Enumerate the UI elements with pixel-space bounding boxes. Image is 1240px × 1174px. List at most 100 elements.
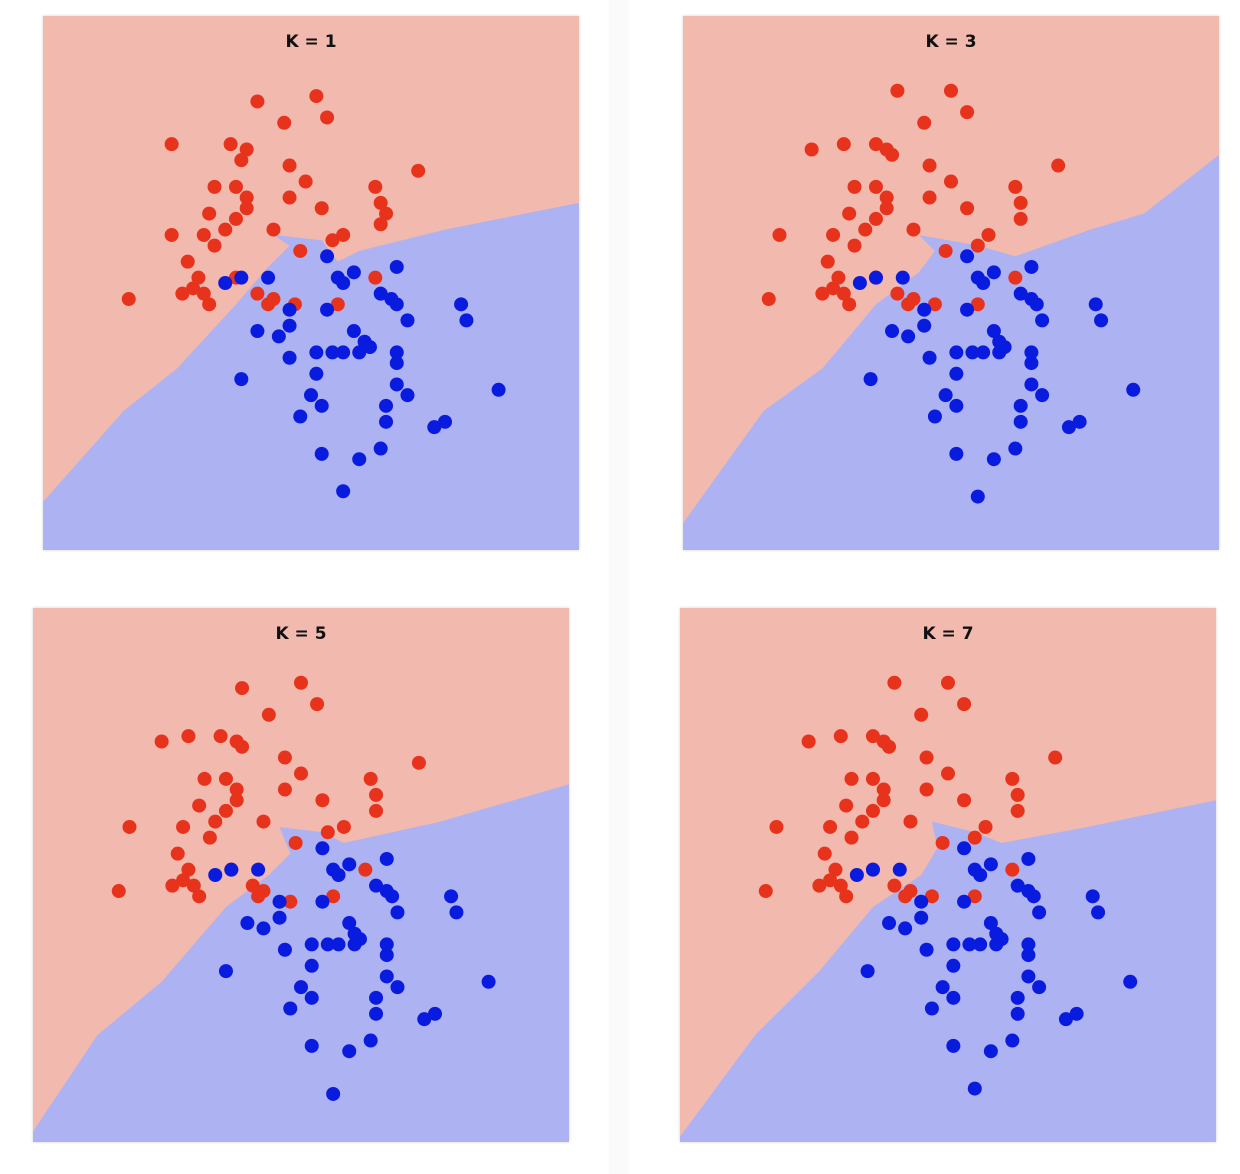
point-red [314,201,329,216]
point-blue [491,382,506,397]
point-blue [946,1038,961,1053]
point-blue [342,857,357,872]
point-blue [336,276,351,290]
point-red [960,105,975,120]
point-blue [1024,356,1039,371]
point-red [957,697,972,712]
point-blue [331,937,346,952]
point-red [277,115,292,130]
point-red [772,227,787,242]
point-blue [352,345,367,360]
point-blue [949,345,964,360]
point-red [828,862,843,877]
point-blue [379,414,394,429]
point-red [844,830,859,845]
point-blue [234,270,249,285]
point-red [924,889,939,904]
point-blue [885,324,900,339]
point-blue [427,420,442,435]
point-red [315,793,330,808]
point-red [769,819,784,834]
point-blue [369,990,384,1005]
point-blue [917,318,932,333]
point-red [815,286,830,301]
point-blue [935,980,950,995]
point-blue [385,889,400,904]
point-blue [1010,1006,1025,1021]
point-blue [1088,297,1103,312]
point-red [122,819,137,834]
point-red [842,206,857,221]
point-blue [1069,1006,1084,1021]
point-blue [320,249,335,264]
point-blue [272,910,287,925]
point-red [202,206,217,221]
point-blue [459,313,474,328]
point-red [180,254,195,269]
point-blue [379,937,394,952]
point-red [823,873,838,888]
point-blue [1091,905,1106,920]
point-red [903,814,918,829]
point-red [914,707,929,722]
point-blue [1035,313,1050,328]
point-red [176,819,191,834]
point-red [373,195,388,210]
point-red [358,862,373,877]
point-blue [946,937,961,952]
point-red [970,297,985,312]
point-red [277,782,292,797]
point-blue [417,1012,432,1027]
point-blue [454,297,469,312]
point-red [186,281,201,296]
point-red [957,793,972,808]
point-red [842,297,857,312]
point-blue [277,942,292,957]
point-blue [1085,889,1100,904]
point-red [250,94,265,109]
point-red [890,286,905,301]
point-blue [379,948,394,963]
point-blue [346,265,361,280]
point-red [239,190,254,205]
point-red [369,787,384,802]
point-red [855,814,870,829]
knn-plot-k5 [33,608,569,1142]
point-red [235,681,250,696]
point-red [967,830,982,845]
point-red [411,755,426,770]
point-blue [261,270,276,285]
point-blue [438,414,452,429]
point-blue [924,1001,939,1016]
point-blue [860,964,875,979]
point-blue [1032,905,1047,920]
point-blue [1061,420,1076,435]
point-blue [208,868,223,882]
point-blue [1029,297,1044,312]
point-blue [863,372,878,387]
point-red [261,297,276,312]
point-red [887,878,902,893]
point-blue [315,894,330,909]
point-blue [224,862,239,877]
point-red [865,803,880,818]
point-blue [320,937,335,952]
point-red [882,739,897,754]
point-blue [315,841,330,856]
point-red [218,771,233,786]
point-blue [320,302,335,317]
point-blue [1026,889,1041,904]
point-red [229,793,244,808]
point-blue [927,409,942,424]
point-red [164,137,179,152]
point-red [868,179,883,194]
point-red [938,243,953,258]
point-red [282,190,297,205]
point-blue [868,270,883,285]
point-red [927,297,942,312]
point-blue [363,1033,378,1048]
point-blue [946,990,961,1005]
point-blue [1032,980,1047,995]
point-blue [373,441,388,456]
point-red [858,222,873,237]
